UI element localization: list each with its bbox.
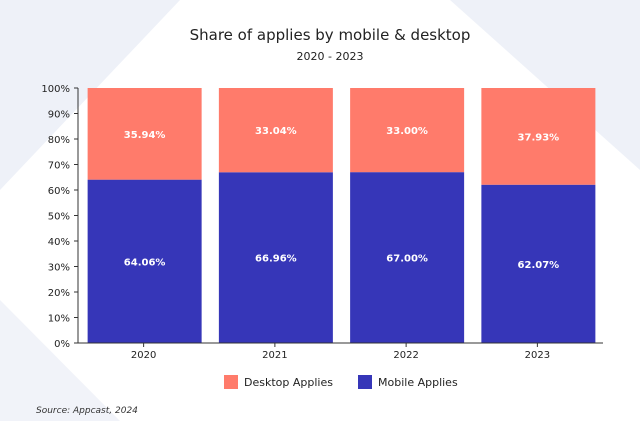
bar-segment bbox=[350, 88, 465, 173]
legend-label: Mobile Applies bbox=[378, 376, 458, 389]
source-note: Source: Appcast, 2024 bbox=[36, 406, 138, 416]
y-tick-label: 100% bbox=[41, 84, 70, 95]
legend: Desktop Applies Mobile Applies bbox=[224, 375, 458, 389]
bar-segment bbox=[350, 172, 465, 343]
bar-value-label: 33.04% bbox=[255, 126, 297, 137]
y-tick-label: 60% bbox=[48, 186, 70, 197]
y-tick-label: 10% bbox=[48, 314, 70, 325]
legend-swatch bbox=[358, 375, 372, 389]
y-tick-label: 80% bbox=[48, 135, 70, 146]
legend-label: Desktop Applies bbox=[244, 376, 333, 389]
bar-value-label: 35.94% bbox=[124, 130, 166, 141]
x-tick-label: 2020 bbox=[131, 350, 156, 361]
bar-segment bbox=[87, 179, 202, 343]
x-tick-label: 2023 bbox=[525, 350, 550, 361]
chart-title: Share of applies by mobile & desktop bbox=[190, 26, 471, 44]
bar-value-label: 66.96% bbox=[255, 254, 297, 265]
bar-segment bbox=[218, 88, 333, 173]
bar-segment bbox=[218, 172, 333, 343]
plot-area: 0% 10% 20% 30% 40% 50% 60% 70% 80% 90% 100% 64.06% 3… bbox=[41, 84, 603, 361]
bar-segment bbox=[87, 88, 202, 180]
bar-value-label: 62.07% bbox=[518, 260, 560, 271]
y-tick-label: 70% bbox=[48, 161, 70, 172]
bar-value-label: 64.06% bbox=[124, 257, 166, 268]
bar-segment bbox=[481, 184, 596, 343]
x-tick-label: 2021 bbox=[262, 350, 287, 361]
y-tick-label: 90% bbox=[48, 110, 70, 121]
chart-subtitle: 2020 - 2023 bbox=[297, 50, 364, 63]
bar-value-label: 37.93% bbox=[518, 132, 560, 143]
bar-value-label: 67.00% bbox=[386, 254, 428, 265]
bar-segment bbox=[481, 88, 596, 185]
y-tick-label: 0% bbox=[54, 339, 70, 350]
legend-swatch bbox=[224, 375, 238, 389]
y-tick-label: 40% bbox=[48, 237, 70, 248]
y-tick-label: 50% bbox=[48, 212, 70, 223]
bar-value-label: 33.00% bbox=[386, 126, 428, 137]
x-tick-label: 2022 bbox=[393, 350, 418, 361]
y-tick-label: 30% bbox=[48, 263, 70, 274]
background-shape-bottom bbox=[0, 300, 120, 421]
y-tick-label: 20% bbox=[48, 288, 70, 299]
